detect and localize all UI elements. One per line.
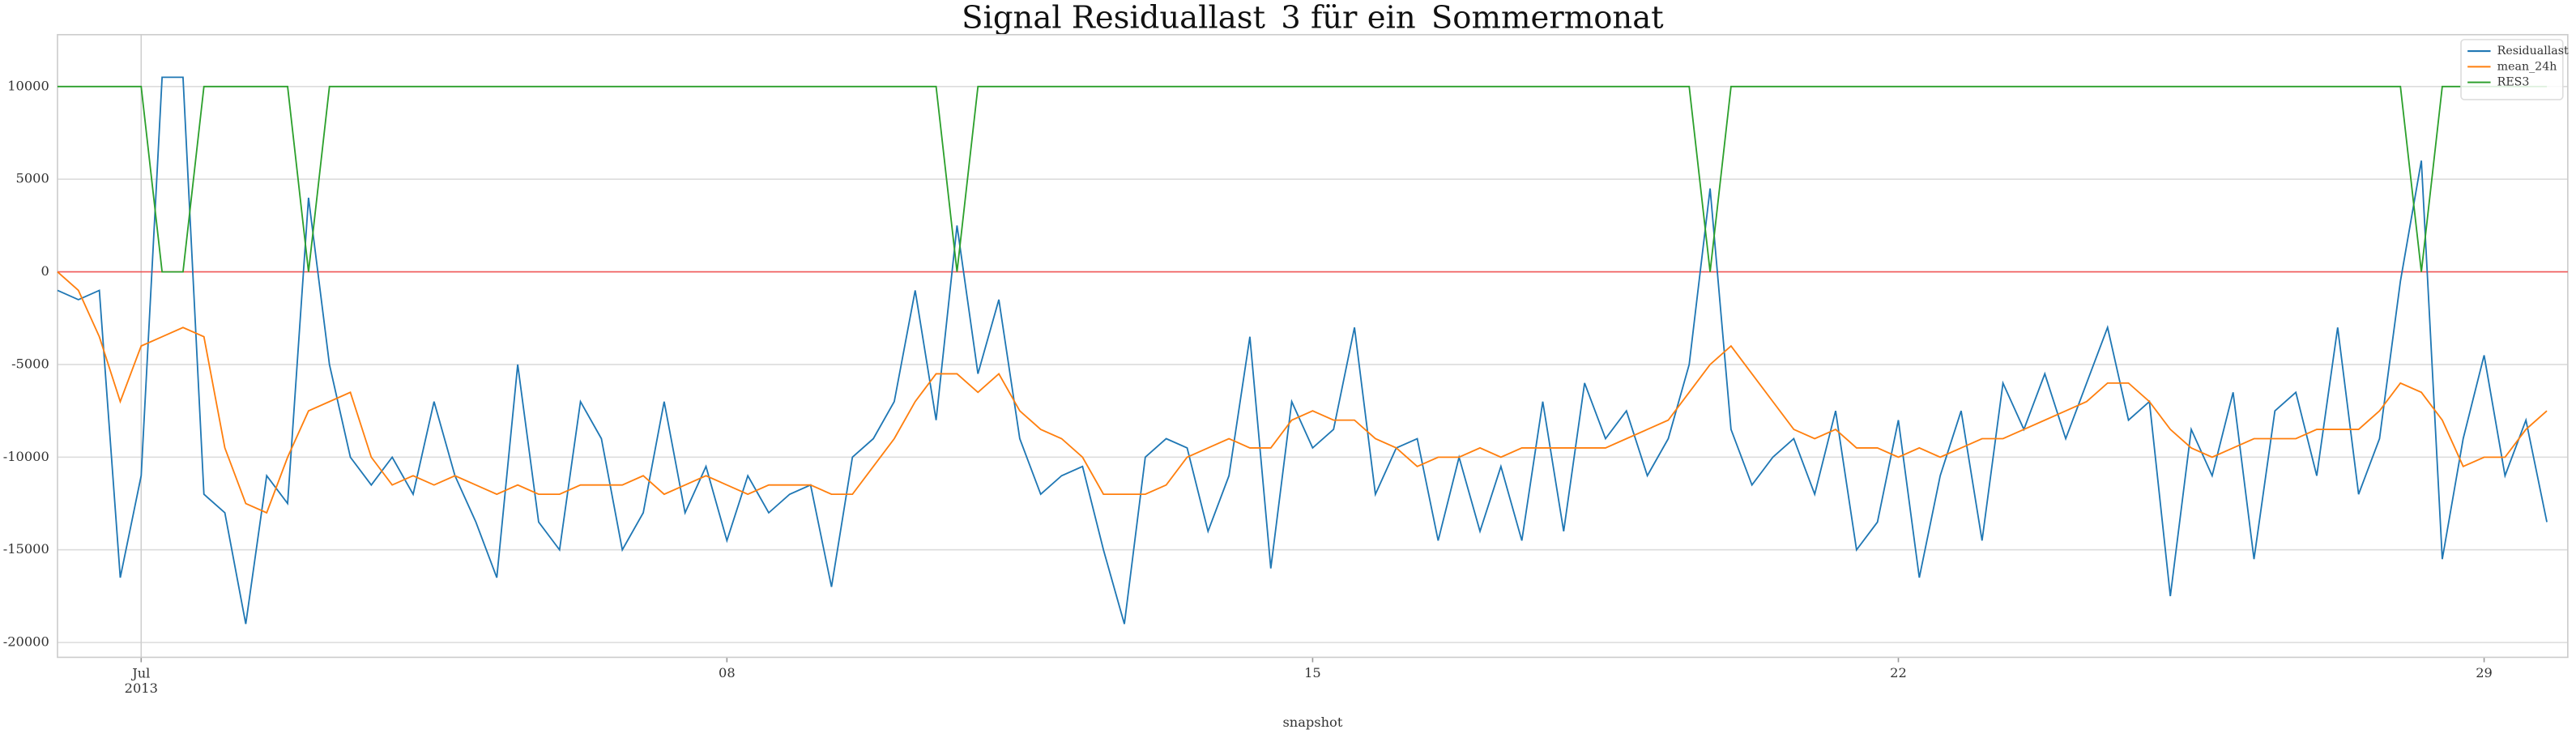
y-tick-label: -20000: [3, 634, 49, 650]
line-series: [57, 85, 2548, 273]
x-tick-label: 08: [719, 665, 736, 680]
line-series: [57, 76, 2548, 625]
x-tick-label: 15: [1304, 665, 1321, 680]
y-tick-label: -15000: [3, 541, 49, 557]
x-tick-label: 29: [2476, 665, 2493, 680]
x-axis-label: snapshot: [1282, 715, 1342, 730]
y-tick-label: 5000: [16, 171, 49, 186]
legend: Residuallast mean_24h RES3: [2460, 39, 2569, 100]
chart-title: Signal Residuallast_3 für ein_Sommermona…: [962, 0, 1664, 36]
legend-box: [2460, 39, 2564, 100]
legend-label: Residuallast: [2497, 45, 2569, 58]
plot-frame: [57, 33, 2569, 659]
y-tick-label: -10000: [3, 449, 49, 464]
y-tick-label: -5000: [11, 356, 49, 371]
legend-label: mean_24h: [2497, 60, 2557, 73]
y-tick-label: 0: [41, 263, 49, 279]
y-tick-label: 10000: [7, 78, 49, 93]
legend-label: RES3: [2497, 76, 2530, 89]
x-tick-label: 22: [1890, 665, 1907, 680]
x-tick-label: Jul 2013: [125, 665, 158, 695]
line-series: [57, 271, 2548, 514]
